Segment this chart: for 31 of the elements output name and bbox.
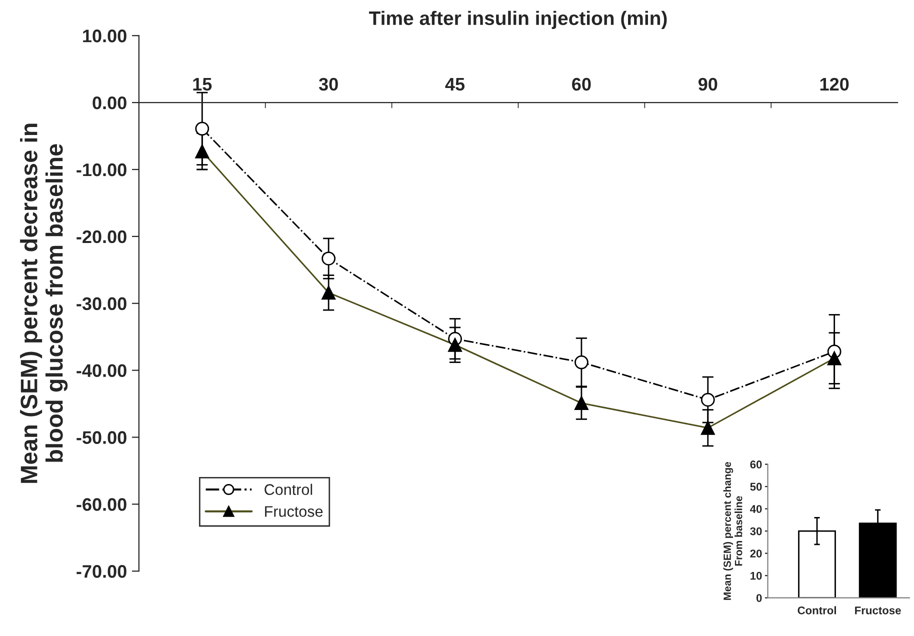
y-tick-label: -10.00 <box>76 163 126 176</box>
legend-label: Fructose <box>265 506 323 517</box>
y-tick-label: 20 <box>750 550 762 558</box>
x-tick-label: 90 <box>698 78 718 91</box>
x-axis-title: Time after insulin injection (min) <box>369 10 667 29</box>
point <box>195 122 210 136</box>
x-tick-label: 45 <box>445 78 465 91</box>
y-tick-label: 0 <box>756 594 762 602</box>
y-tick-label: 10.00 <box>83 30 126 42</box>
y-tick-label: 60 <box>750 460 762 468</box>
y-tick-label: -40.00 <box>76 364 126 378</box>
x-tick-label: 60 <box>572 78 591 91</box>
point <box>574 355 588 370</box>
y-axis-title: Mean (SEM) percent change From baseline <box>723 462 742 600</box>
x-tick-label: 30 <box>318 78 338 91</box>
y-tick-label: -50.00 <box>76 431 126 444</box>
y-tick-label: 50 <box>750 482 762 491</box>
y-tick-label: 30 <box>750 527 762 536</box>
y-tick-label: -20.00 <box>76 230 126 244</box>
x-tick-label: 15 <box>193 78 212 91</box>
y-axis-title: Mean (SEM) percent decrease in blood glucose from baseline <box>20 124 68 483</box>
y-tick-label: 0.00 <box>92 96 126 110</box>
x-tick-label: 120 <box>820 78 849 91</box>
y-tick-label: 10 <box>750 572 762 580</box>
point <box>700 392 715 407</box>
y-tick-label: 40 <box>750 505 762 513</box>
y-tick-label: -60.00 <box>76 498 126 511</box>
y-tick-label: -30.00 <box>76 297 126 310</box>
point <box>322 252 336 266</box>
y-tick-label: -70.00 <box>76 565 126 578</box>
legend-label: Control <box>264 484 312 495</box>
